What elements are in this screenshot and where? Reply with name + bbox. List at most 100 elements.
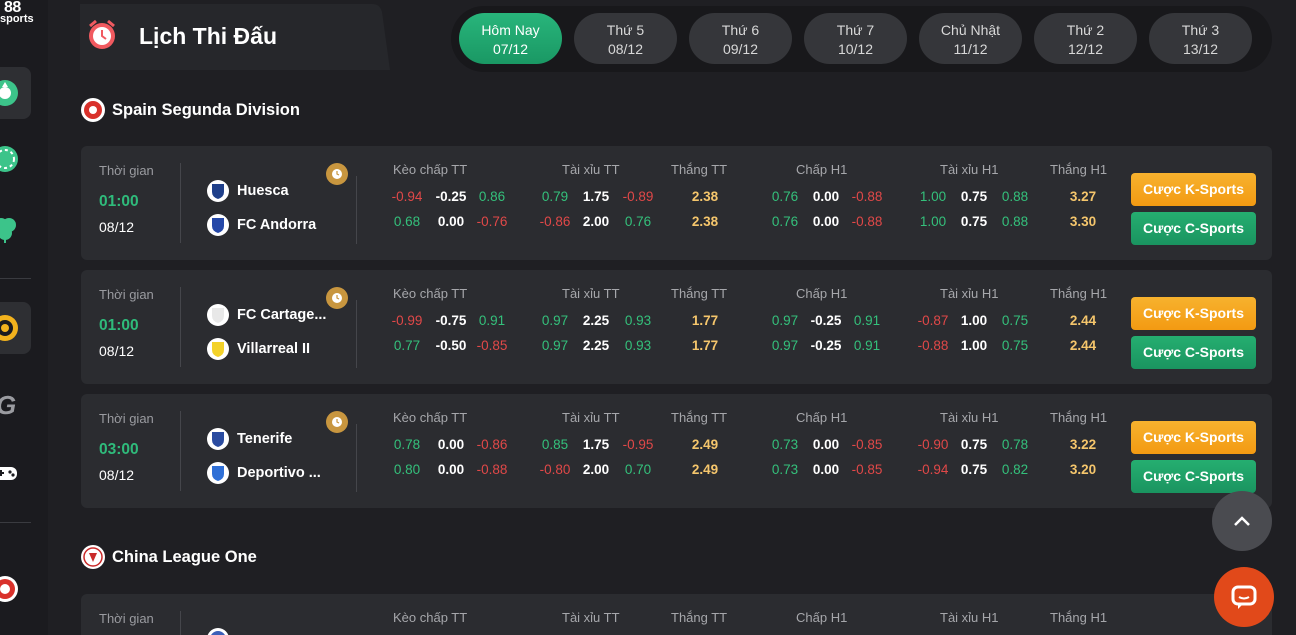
odds-value[interactable]: 0.68 [393, 214, 421, 229]
odds-value[interactable]: 1.00 [960, 338, 988, 353]
sidebar-item-games[interactable]: G [0, 378, 31, 430]
odds-value[interactable]: -0.86 [476, 437, 508, 452]
date-tab[interactable]: Thứ 6 09/12 [689, 13, 792, 64]
odds-value[interactable]: -0.75 [435, 313, 467, 328]
odds-value[interactable]: 2.00 [582, 462, 610, 477]
odds-value[interactable]: -0.88 [851, 189, 883, 204]
odds-value[interactable]: 0.93 [624, 313, 652, 328]
team-home[interactable]: Huesca [207, 180, 289, 202]
bet-k-sports-button[interactable]: Cược K-Sports [1131, 297, 1256, 330]
bet-k-sports-button[interactable]: Cược K-Sports [1131, 421, 1256, 454]
team-home[interactable]: FC Cartage... [207, 304, 326, 326]
odds-value[interactable]: 0.82 [1001, 462, 1029, 477]
sidebar-item-sport-3[interactable] [0, 203, 31, 255]
odds-value[interactable]: 0.73 [771, 462, 799, 477]
odds-value[interactable]: 0.00 [812, 462, 840, 477]
odds-value[interactable]: -0.25 [435, 189, 467, 204]
odds-value[interactable]: 0.76 [771, 189, 799, 204]
odds-value[interactable]: 0.00 [812, 437, 840, 452]
sidebar-item-league[interactable] [0, 563, 31, 615]
odds-value[interactable]: 0.91 [478, 313, 506, 328]
odds-value[interactable]: 0.80 [393, 462, 421, 477]
team-away[interactable]: Villarreal II [207, 338, 310, 360]
sidebar-item-gaming[interactable] [0, 447, 31, 499]
bet-c-sports-button[interactable]: Cược C-Sports [1131, 336, 1256, 369]
odds-value[interactable]: -0.94 [917, 462, 949, 477]
odds-value[interactable]: 0.75 [1001, 338, 1029, 353]
odds-value[interactable]: -0.86 [539, 214, 571, 229]
odds-value[interactable]: 0.75 [1001, 313, 1029, 328]
odds-value[interactable]: 0.00 [437, 214, 465, 229]
team-away[interactable]: FC Andorra [207, 214, 316, 236]
sidebar-item-sport-2[interactable] [0, 133, 31, 185]
sidebar-item-esports[interactable] [0, 302, 31, 354]
team-away[interactable]: Deportivo ... [207, 462, 321, 484]
odds-value[interactable]: -0.88 [851, 214, 883, 229]
odds-value[interactable]: 0.75 [960, 437, 988, 452]
date-tab[interactable]: Thứ 2 12/12 [1034, 13, 1137, 64]
odds-value[interactable]: 0.75 [960, 462, 988, 477]
odds-value[interactable]: 0.75 [960, 189, 988, 204]
league-header[interactable]: Spain Segunda Division [81, 98, 300, 122]
odds-value[interactable]: -0.87 [917, 313, 949, 328]
odds-value[interactable]: 2.38 [691, 214, 719, 229]
odds-value[interactable]: -0.85 [476, 338, 508, 353]
odds-value[interactable]: 3.20 [1069, 462, 1097, 477]
odds-value[interactable]: 0.00 [437, 437, 465, 452]
brand-logo[interactable]: 88 sports [0, 0, 34, 25]
odds-value[interactable]: -0.25 [810, 338, 842, 353]
odds-value[interactable]: 1.00 [919, 189, 947, 204]
bet-k-sports-button[interactable]: Cược K-Sports [1131, 173, 1256, 206]
odds-value[interactable]: -0.76 [476, 214, 508, 229]
odds-value[interactable]: -0.85 [851, 437, 883, 452]
odds-value[interactable]: 0.00 [812, 214, 840, 229]
odds-value[interactable]: 0.88 [1001, 214, 1029, 229]
odds-value[interactable]: 1.75 [582, 189, 610, 204]
odds-value[interactable]: 2.49 [691, 437, 719, 452]
odds-value[interactable]: -0.89 [622, 189, 654, 204]
odds-value[interactable]: 1.77 [691, 313, 719, 328]
odds-value[interactable]: 0.93 [624, 338, 652, 353]
odds-value[interactable]: 3.27 [1069, 189, 1097, 204]
date-tab[interactable]: Thứ 5 08/12 [574, 13, 677, 64]
odds-value[interactable]: 0.78 [1001, 437, 1029, 452]
odds-value[interactable]: -0.80 [539, 462, 571, 477]
odds-value[interactable]: 0.76 [771, 214, 799, 229]
date-tab[interactable]: Thứ 7 10/12 [804, 13, 907, 64]
sidebar-item-football[interactable] [0, 67, 31, 119]
odds-value[interactable]: 2.25 [582, 338, 610, 353]
date-tab-today[interactable]: Hôm Nay 07/12 [459, 13, 562, 64]
odds-value[interactable]: 0.85 [541, 437, 569, 452]
odds-value[interactable]: 2.00 [582, 214, 610, 229]
league-header[interactable]: China League One [81, 545, 257, 569]
odds-value[interactable]: 0.75 [960, 214, 988, 229]
odds-value[interactable]: 2.38 [691, 189, 719, 204]
odds-value[interactable]: 0.97 [541, 338, 569, 353]
odds-value[interactable]: 0.97 [771, 338, 799, 353]
odds-value[interactable]: 2.49 [691, 462, 719, 477]
date-tab[interactable]: Thứ 3 13/12 [1149, 13, 1252, 64]
odds-value[interactable]: 0.70 [624, 462, 652, 477]
odds-value[interactable]: -0.88 [917, 338, 949, 353]
odds-value[interactable]: 0.86 [478, 189, 506, 204]
odds-value[interactable]: 2.25 [582, 313, 610, 328]
odds-value[interactable]: 2.44 [1069, 313, 1097, 328]
odds-value[interactable]: -0.99 [391, 313, 423, 328]
odds-value[interactable]: -0.88 [476, 462, 508, 477]
bet-c-sports-button[interactable]: Cược C-Sports [1131, 460, 1256, 493]
odds-value[interactable]: 0.76 [624, 214, 652, 229]
odds-value[interactable]: 0.79 [541, 189, 569, 204]
odds-value[interactable]: -0.25 [810, 313, 842, 328]
date-tab[interactable]: Chủ Nhật 11/12 [919, 13, 1022, 64]
odds-value[interactable]: 3.30 [1069, 214, 1097, 229]
odds-value[interactable]: 1.77 [691, 338, 719, 353]
odds-value[interactable]: -0.85 [851, 462, 883, 477]
odds-value[interactable]: -0.94 [391, 189, 423, 204]
odds-value[interactable]: 0.78 [393, 437, 421, 452]
odds-value[interactable]: 0.91 [853, 313, 881, 328]
odds-value[interactable]: 0.88 [1001, 189, 1029, 204]
scroll-to-top-button[interactable] [1212, 491, 1272, 551]
live-chat-button[interactable] [1214, 567, 1274, 627]
team-home[interactable]: Tenerife [207, 428, 292, 450]
odds-value[interactable]: -0.90 [917, 437, 949, 452]
